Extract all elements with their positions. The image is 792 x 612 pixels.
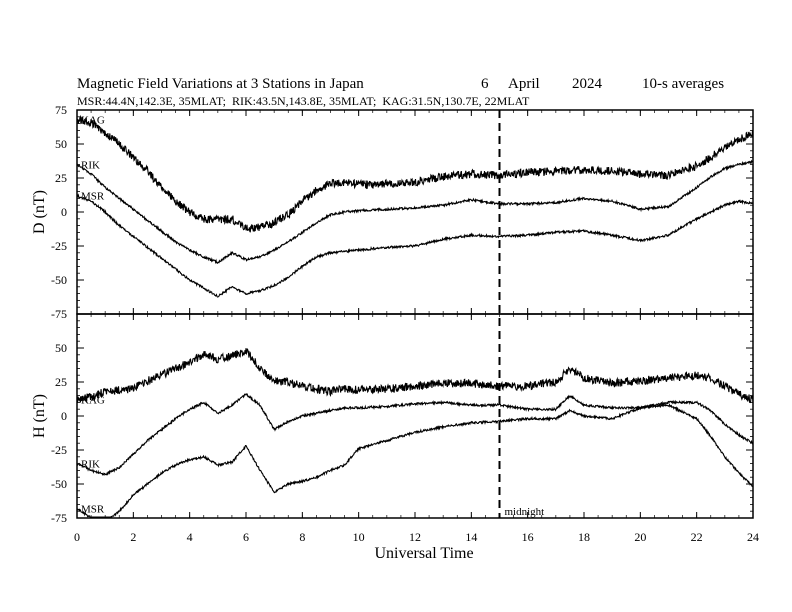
y-axis-label: D (nT) xyxy=(31,190,48,234)
y-tick-label: -50 xyxy=(51,273,67,287)
x-tick-label: 22 xyxy=(691,530,703,544)
plot-area: 75 50 25 0 -25 -50 -75 D (nT) KAG RIK MSR 50 25 0 -25 -… xyxy=(31,103,759,544)
x-tick-label: 10 xyxy=(353,530,365,544)
series-label-rik: RIK xyxy=(81,159,100,171)
x-tick-label: 12 xyxy=(409,530,421,544)
y-tick-label: -25 xyxy=(51,239,67,253)
y-tick-label: 50 xyxy=(55,341,67,355)
y-tick-label: 25 xyxy=(55,171,67,185)
y-tick-label: 0 xyxy=(61,409,67,423)
averaging-label: 10-s averages xyxy=(642,76,724,92)
series-label-rik: RIK xyxy=(81,459,100,471)
series-line-msr xyxy=(76,193,754,298)
series-line-rik xyxy=(76,393,754,476)
series-label-msr: MSR xyxy=(81,503,105,515)
x-tick-label: 4 xyxy=(187,530,193,544)
series-line-msr xyxy=(76,403,754,518)
y-tick-label: 25 xyxy=(55,375,67,389)
series-label-kag: KAG xyxy=(81,395,105,407)
y-tick-label: 50 xyxy=(55,137,67,151)
y-tick-label: -75 xyxy=(51,307,67,321)
x-tick-label: 16 xyxy=(522,530,534,544)
panel-frame xyxy=(76,109,754,315)
x-axis-label: Universal Time xyxy=(374,545,473,562)
series-line-kag xyxy=(76,114,754,233)
x-tick-label: 6 xyxy=(243,530,249,544)
y-tick-label: -25 xyxy=(51,443,67,457)
date-day: 6 xyxy=(481,76,489,92)
stations-subtitle: MSR:44.4N,142.3E, 35MLAT; RIK:43.5N,143.… xyxy=(77,94,530,108)
series-label-msr: MSR xyxy=(81,191,105,203)
y-tick-label: -75 xyxy=(51,511,67,525)
x-tick-label: 0 xyxy=(74,530,80,544)
series-label-kag: KAG xyxy=(81,115,105,127)
x-tick-label: 20 xyxy=(634,530,646,544)
series-line-kag xyxy=(76,348,754,404)
date-year: 2024 xyxy=(572,76,603,92)
x-tick-label: 18 xyxy=(578,530,590,544)
chart-title: Magnetic Field Variations at 3 Stations … xyxy=(77,76,364,92)
x-tick-label: 14 xyxy=(465,530,477,544)
y-tick-label: 75 xyxy=(55,103,67,117)
y-tick-label: -50 xyxy=(51,477,67,491)
x-tick-label: 24 xyxy=(747,530,759,544)
y-tick-label: 0 xyxy=(61,205,67,219)
x-tick-label: 2 xyxy=(130,530,136,544)
y-axis-label: H (nT) xyxy=(31,394,48,438)
midnight-label: midnight xyxy=(505,506,545,518)
date-month: April xyxy=(508,76,540,92)
x-tick-label: 8 xyxy=(299,530,305,544)
series-line-rik xyxy=(76,159,754,265)
